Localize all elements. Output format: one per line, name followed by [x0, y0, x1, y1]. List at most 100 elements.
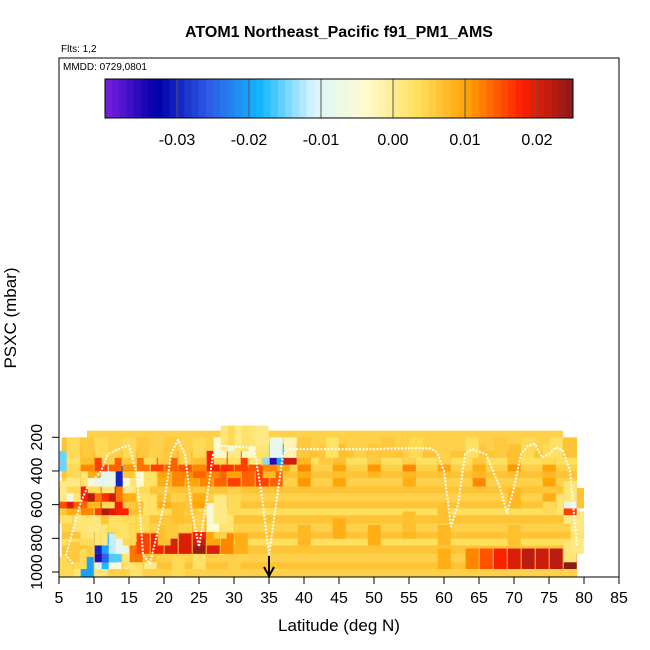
colorbar-swatch [371, 79, 380, 118]
heatmap-cell [479, 548, 493, 570]
colorbar-swatch [501, 79, 509, 118]
x-tick-label: 75 [540, 590, 558, 607]
colorbar-tick-label: -0.02 [231, 132, 268, 149]
heatmap-cell [402, 511, 416, 532]
colorbar-swatch [306, 79, 315, 118]
x-tick-label: 35 [260, 590, 278, 607]
colorbar-swatch [400, 79, 408, 118]
heatmap-cell [353, 437, 367, 458]
colorbar-swatch [508, 79, 516, 118]
heatmap-cell [381, 437, 395, 458]
x-tick-label: 25 [190, 590, 208, 607]
heatmap-cell [269, 437, 283, 458]
colorbar-tick-label: -0.03 [159, 132, 196, 149]
colorbar-tick-label: 0.02 [521, 132, 552, 149]
heatmap-cell [465, 548, 479, 570]
colorbar-swatch [256, 79, 264, 118]
heatmap-cell [367, 524, 381, 546]
colorbar-swatch [486, 79, 495, 118]
colorbar-swatch [148, 79, 156, 118]
colorbar-swatch [436, 79, 444, 118]
y-tick-label: 400 [29, 458, 46, 485]
y-tick-label: 200 [29, 424, 46, 451]
colorbar-swatch [177, 79, 185, 118]
colorbar-swatch [364, 79, 372, 118]
colorbar-swatch [112, 79, 120, 118]
heatmap-cell [136, 511, 150, 532]
heatmap-cell [150, 437, 164, 458]
colorbar-swatch [465, 79, 473, 118]
colorbar-swatch [407, 79, 416, 118]
colorbar-swatch [551, 79, 560, 118]
colorbar-swatch [241, 79, 250, 118]
colorbar-swatch [429, 79, 437, 118]
heatmap-cell [465, 437, 479, 458]
colorbar-swatch [263, 79, 272, 118]
x-tick-label: 70 [505, 590, 523, 607]
heatmap-cell [164, 437, 178, 458]
heatmap-cell [507, 444, 521, 465]
colorbar-swatch [544, 79, 552, 118]
colorbar-swatch [421, 79, 430, 118]
colorbar-swatch [385, 79, 394, 118]
heatmap-cell [171, 556, 185, 578]
heatmap-cell [94, 437, 108, 458]
x-tick-label: 20 [155, 590, 173, 607]
colorbar-swatch [184, 79, 192, 118]
latitude-marker-arrow [263, 556, 275, 579]
heatmap-cell [521, 548, 535, 570]
heatmap-cell [227, 556, 241, 578]
heatmap-cell [213, 494, 227, 516]
x-tick-label: 55 [400, 590, 418, 607]
colorbar-swatch [205, 79, 214, 118]
x-tick-label: 45 [330, 590, 348, 607]
heatmap-cell [192, 511, 206, 532]
x-tick-label: 60 [435, 590, 453, 607]
heatmap-cell [234, 533, 248, 554]
colorbar-swatch [105, 79, 113, 118]
flight-track-layer [65, 438, 578, 565]
heatmap-cell [80, 437, 94, 458]
heatmap-cell [297, 524, 311, 546]
x-tick-label: 30 [225, 590, 243, 607]
heatmap-cell [73, 511, 87, 532]
colorbar-swatch [191, 79, 200, 118]
colorbar-swatch [328, 79, 336, 118]
heatmap-cell [493, 437, 507, 458]
marker-head [263, 566, 275, 579]
colorbar-swatch [126, 79, 135, 118]
colorbar-swatch [162, 79, 171, 118]
heatmap-cell [227, 494, 241, 516]
colorbar-swatch [277, 79, 286, 118]
colorbar-swatch [414, 79, 423, 118]
x-tick-label: 10 [85, 590, 103, 607]
chart-title: ATOM1 Northeast_Pacific f91_PM1_AMS [185, 24, 493, 41]
heatmap-cell [493, 548, 507, 570]
heatmap-cell [535, 548, 549, 570]
colorbar-frame [104, 78, 574, 119]
heatmap-cell [171, 503, 185, 524]
colorbar-swatch [234, 79, 243, 118]
colorbar-swatch [493, 79, 502, 118]
y-tick-label: 1000 [29, 554, 46, 590]
y-tick-label: 800 [29, 525, 46, 552]
heatmap-cell [549, 437, 563, 458]
colorbar-tick-label: 0.01 [449, 132, 480, 149]
x-axis: 5 10 15 20 25 30 35 40 45 50 55 60 65 70 75 80 85 [55, 576, 628, 607]
colorbar-swatch [270, 79, 279, 118]
heatmap-cell [122, 437, 136, 458]
colorbar-swatch [119, 79, 128, 118]
flights-label: Flts: 1,2 [61, 44, 97, 55]
heatmap-cell [437, 548, 451, 570]
heatmap-cell [108, 437, 122, 458]
x-tick-label: 85 [610, 590, 628, 607]
x-tick-label: 65 [470, 590, 488, 607]
colorbar-swatch [472, 79, 480, 118]
x-tick-label: 40 [295, 590, 313, 607]
colorbar-swatch [198, 79, 207, 118]
heatmap-cell [255, 425, 269, 447]
colorbar-swatch [349, 79, 358, 118]
y-axis: 200 400 600 800 1000 [29, 424, 59, 590]
x-tick-label: 50 [365, 590, 383, 607]
